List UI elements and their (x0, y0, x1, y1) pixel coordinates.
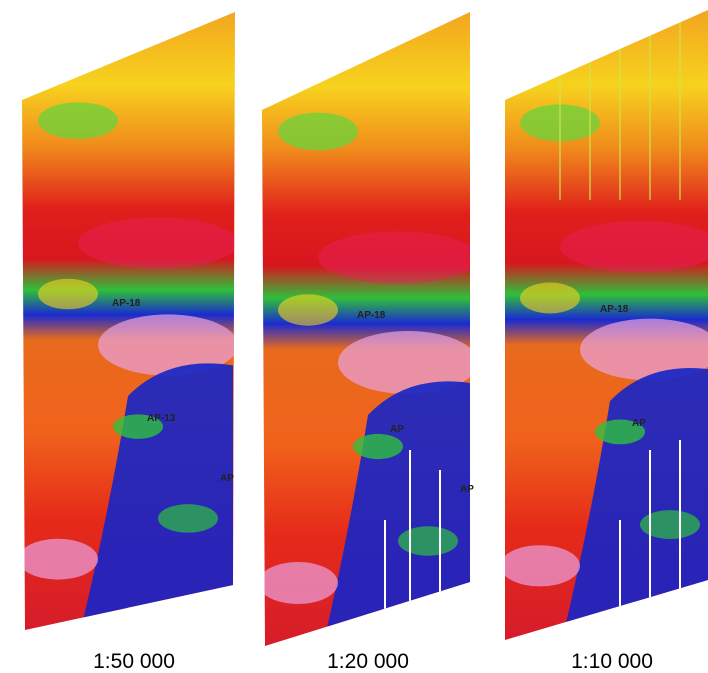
well-label: AP (632, 418, 646, 429)
scale-caption: 1:10 000 (571, 650, 653, 673)
map-panel (18, 10, 238, 641)
well-label: AP-18 (600, 304, 629, 315)
well-label: AP-13 (147, 413, 176, 424)
well-label: AP (220, 473, 234, 484)
map-panel (258, 10, 478, 667)
scale-caption: 1:50 000 (93, 650, 175, 673)
map-panel (500, 10, 708, 648)
well-label: AP-18 (357, 310, 386, 321)
scale-caption: 1:20 000 (327, 650, 409, 673)
well-label: AP (460, 484, 474, 495)
well-label: AP-18 (112, 298, 141, 309)
well-label: AP (390, 424, 404, 435)
figure: AP-18 AP-13 AP AP-18 AP AP AP-18 AP 1:50… (0, 0, 708, 673)
